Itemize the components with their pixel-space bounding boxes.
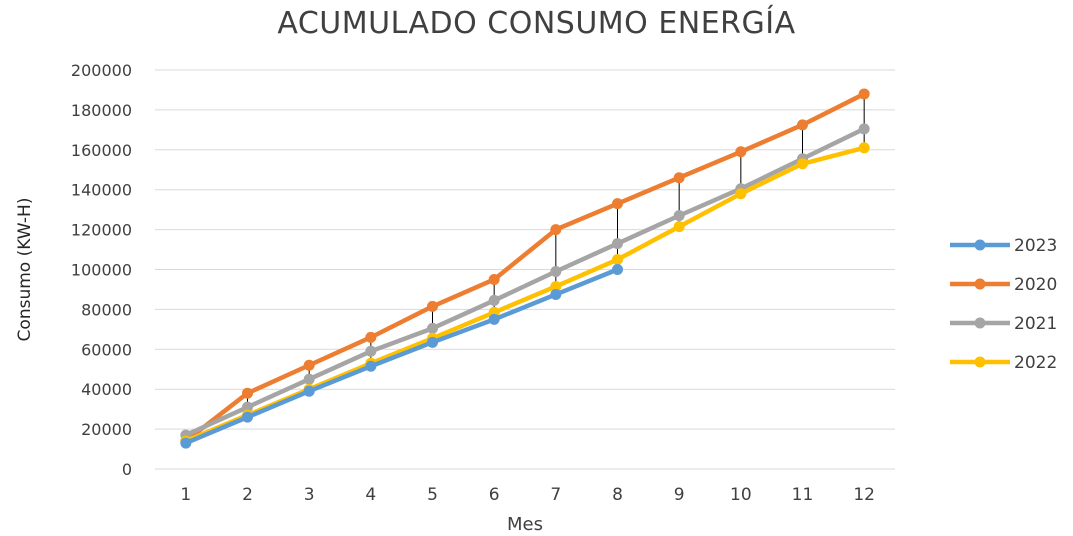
- data-point-2023: [303, 385, 315, 397]
- x-tick-label: 8: [612, 485, 623, 505]
- data-point-2020: [488, 273, 500, 285]
- data-point-2023: [488, 313, 500, 325]
- x-tick-label: 12: [853, 485, 875, 505]
- x-tick-label: 1: [180, 485, 191, 505]
- series-line-2022: [183, 145, 867, 444]
- legend-label-2021: 2021: [1014, 314, 1057, 334]
- data-point-2023: [365, 360, 377, 372]
- legend-marker-2022: [974, 356, 986, 368]
- series-line-2021: [183, 126, 867, 438]
- legend-label-2020: 2020: [1014, 275, 1057, 295]
- x-tick-label: 6: [489, 485, 500, 505]
- chart-title: ACUMULADO CONSUMO ENERGÍA: [277, 6, 796, 41]
- data-point-2020: [550, 224, 562, 236]
- data-point-2022: [550, 280, 562, 292]
- x-tick-label: 4: [365, 485, 376, 505]
- x-tick-label: 7: [550, 485, 561, 505]
- data-point-2020: [735, 146, 747, 158]
- data-point-2021: [427, 322, 438, 334]
- x-tick-label: 11: [792, 485, 814, 505]
- legend-label-2023: 2023: [1014, 236, 1057, 256]
- data-point-2022: [612, 254, 623, 266]
- data-point-2020: [365, 331, 377, 343]
- x-tick-label: 3: [304, 485, 315, 505]
- data-point-2020: [303, 359, 315, 371]
- data-point-2020: [797, 119, 808, 131]
- legend-marker-2023: [974, 239, 986, 251]
- legend-marker-2020: [974, 278, 986, 290]
- series-line-2020: [183, 91, 867, 444]
- data-point-2021: [365, 345, 377, 357]
- y-tick-label: 20000: [81, 420, 132, 439]
- data-point-2022: [858, 142, 870, 154]
- y-axis-title: Consumo (KW-H): [15, 198, 35, 342]
- data-point-2021: [242, 401, 253, 413]
- x-tick-label: 2: [242, 485, 253, 505]
- data-point-2020: [673, 172, 685, 184]
- data-point-2020: [242, 387, 253, 399]
- data-point-2022: [673, 221, 685, 233]
- y-tick-label: 120000: [71, 221, 132, 240]
- y-tick-label: 60000: [81, 340, 132, 359]
- y-tick-label: 180000: [71, 101, 132, 120]
- y-tick-label: 160000: [71, 141, 132, 160]
- y-tick-label: 0: [122, 460, 132, 479]
- data-point-2023: [427, 336, 438, 348]
- data-point-2023: [180, 437, 192, 449]
- data-point-2021: [673, 210, 685, 222]
- data-point-2021: [612, 238, 623, 250]
- data-point-2022: [797, 158, 808, 170]
- x-tick-label: 9: [674, 485, 685, 505]
- data-point-2023: [550, 288, 562, 300]
- data-point-2021: [550, 265, 562, 277]
- data-point-2020: [612, 198, 623, 210]
- series-line-2023: [183, 267, 620, 446]
- x-axis-title: Mes: [507, 514, 543, 535]
- data-point-2020: [427, 300, 438, 312]
- x-tick-label: 5: [427, 485, 438, 505]
- legend-label-2022: 2022: [1014, 353, 1057, 373]
- y-tick-label: 200000: [71, 61, 132, 80]
- data-point-2021: [488, 294, 500, 306]
- y-tick-label: 100000: [71, 261, 132, 280]
- data-point-2022: [735, 188, 747, 200]
- y-tick-label: 140000: [71, 181, 132, 200]
- data-point-2023: [612, 264, 623, 275]
- y-tick-label: 40000: [81, 380, 132, 399]
- data-point-2020: [858, 88, 870, 100]
- y-tick-label: 80000: [81, 300, 132, 319]
- data-point-2021: [303, 373, 315, 385]
- data-point-2023: [242, 411, 253, 423]
- data-point-2021: [858, 123, 870, 135]
- legend-marker-2021: [974, 317, 986, 329]
- x-tick-label: 10: [730, 485, 752, 505]
